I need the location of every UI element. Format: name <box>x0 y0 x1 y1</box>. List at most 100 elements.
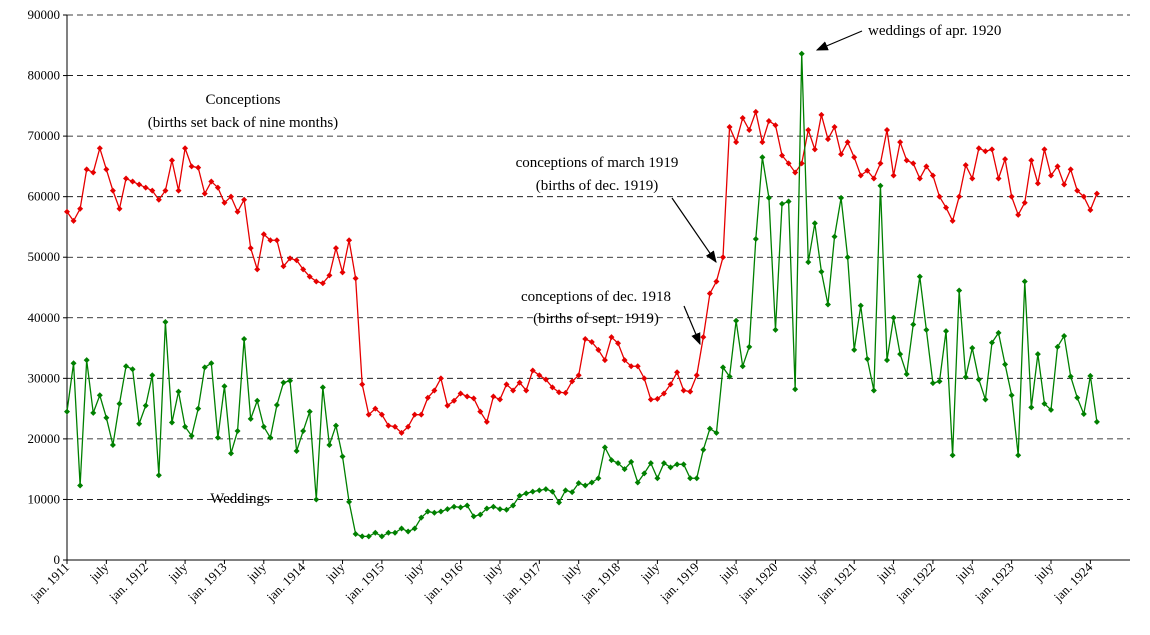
data-point <box>575 480 582 487</box>
data-point <box>634 479 641 486</box>
data-point <box>326 272 333 279</box>
data-point <box>851 346 858 353</box>
x-tick-label: july <box>479 559 505 585</box>
data-point <box>247 245 254 252</box>
data-point <box>195 164 202 171</box>
data-point <box>746 343 753 350</box>
data-point <box>1087 372 1094 379</box>
data-point <box>1021 278 1028 285</box>
data-point <box>772 122 779 129</box>
data-point <box>949 217 956 224</box>
data-point <box>844 254 851 261</box>
data-point <box>857 302 864 309</box>
data-point <box>628 363 635 370</box>
data-point <box>1061 332 1068 339</box>
data-point <box>975 145 982 152</box>
data-point <box>962 162 969 169</box>
data-point <box>273 237 280 244</box>
data-point <box>483 505 490 512</box>
annotation: conceptions of dec. 1918 <box>521 289 671 305</box>
data-point <box>64 208 70 215</box>
data-point <box>385 529 392 536</box>
data-point <box>392 423 398 430</box>
data-point <box>1034 351 1041 358</box>
data-point <box>221 383 228 390</box>
data-point <box>254 397 261 404</box>
data-point <box>949 452 956 459</box>
data-point <box>929 172 936 179</box>
data-point <box>116 400 123 407</box>
x-tick-label: jan. 1916 <box>420 559 466 605</box>
data-point <box>464 502 471 509</box>
data-point <box>897 351 904 358</box>
data-point <box>765 194 772 201</box>
data-point <box>149 187 156 194</box>
x-tick-label: jan. 1915 <box>341 560 387 606</box>
y-tick-label: 20000 <box>28 431 61 446</box>
data-point <box>674 461 681 468</box>
data-point <box>83 166 90 173</box>
data-point <box>332 245 339 252</box>
data-point <box>332 422 339 429</box>
data-point <box>988 339 995 346</box>
data-point <box>647 460 654 467</box>
data-point <box>1002 361 1009 368</box>
data-point <box>726 124 733 131</box>
data-point <box>831 124 838 131</box>
data-point <box>451 397 458 404</box>
data-point <box>359 533 366 540</box>
x-tick-label: july <box>952 559 978 585</box>
data-point <box>175 388 182 395</box>
data-point <box>536 487 543 494</box>
data-point <box>1074 187 1081 194</box>
y-tick-label: 50000 <box>28 249 61 264</box>
data-point <box>260 231 267 238</box>
y-tick-label: 90000 <box>28 7 61 22</box>
data-point <box>870 175 877 182</box>
data-point <box>96 392 103 399</box>
data-point <box>615 460 622 467</box>
x-tick-label: jan. 1920 <box>735 560 781 606</box>
data-point <box>496 396 503 403</box>
data-point <box>96 145 103 152</box>
data-point <box>1041 146 1048 153</box>
data-point <box>779 200 786 207</box>
data-point <box>1021 199 1028 206</box>
data-point <box>1041 400 1048 407</box>
data-point <box>884 127 890 134</box>
data-point <box>765 117 772 124</box>
data-point <box>214 434 221 441</box>
data-point <box>785 160 792 167</box>
data-point <box>464 393 471 400</box>
data-point <box>674 369 681 376</box>
data-point <box>1008 193 1015 200</box>
data-point <box>884 357 890 364</box>
data-point <box>503 381 510 388</box>
data-point <box>634 363 641 370</box>
data-point <box>916 273 923 280</box>
data-point <box>155 196 162 203</box>
series-line <box>66 53 1098 538</box>
data-point <box>956 193 963 200</box>
data-point <box>136 420 143 427</box>
data-point <box>575 372 582 379</box>
data-point <box>588 479 595 486</box>
data-point <box>562 487 569 494</box>
data-point <box>287 377 294 384</box>
x-tick-label: july <box>86 559 112 585</box>
data-point <box>818 111 825 118</box>
data-point <box>293 448 300 454</box>
data-point <box>431 387 438 394</box>
data-point <box>956 287 963 294</box>
data-point <box>903 157 910 164</box>
data-point <box>680 387 687 394</box>
data-point <box>995 175 1002 182</box>
data-point <box>1002 156 1009 163</box>
data-point <box>621 357 628 364</box>
data-point <box>1048 172 1054 179</box>
data-point <box>988 146 995 153</box>
y-tick-label: 40000 <box>28 310 61 325</box>
data-point <box>405 528 412 535</box>
x-tick-label: july <box>716 559 742 585</box>
data-point <box>824 301 831 308</box>
